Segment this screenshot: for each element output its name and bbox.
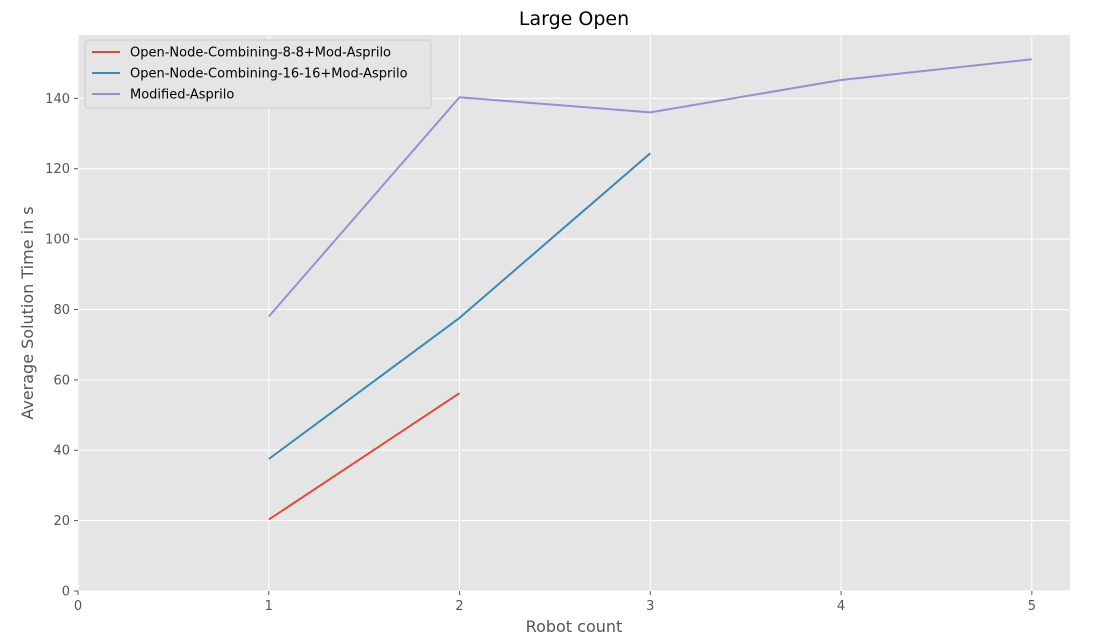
x-tick-label: 3 (646, 599, 654, 614)
legend-label: Modified-Asprilo (130, 88, 234, 103)
y-tick-label: 80 (53, 303, 70, 318)
x-tick-label: 5 (1028, 599, 1036, 614)
y-tick-label: 60 (53, 373, 70, 388)
legend-label: Open-Node-Combining-8-8+Mod-Asprilo (130, 46, 391, 61)
chart-title: Large Open (519, 8, 629, 30)
x-tick-label: 1 (265, 599, 273, 614)
y-tick-label: 0 (62, 585, 70, 600)
y-tick-label: 100 (45, 233, 70, 248)
series-line-2 (268, 152, 651, 460)
x-tick-label: 2 (455, 599, 463, 614)
legend: Open-Node-Combining-8-8+Mod-Asprilo Open-… (84, 39, 432, 109)
series-line-1 (268, 392, 461, 521)
series-line-3 (268, 58, 1032, 318)
y-tick-label: 140 (45, 92, 70, 107)
y-tick-label: 120 (45, 162, 70, 177)
plot-area (78, 35, 1070, 591)
grid (77, 35, 1070, 592)
ticks: 0 1 2 3 4 5 0 20 40 60 80 100 120 140 (45, 92, 1036, 614)
y-tick-label: 20 (53, 514, 70, 529)
y-tick-label: 40 (53, 444, 70, 459)
x-axis-label: Robot count (526, 617, 623, 636)
legend-label: Open-Node-Combining-16-16+Mod-Asprilo (130, 67, 408, 82)
y-axis-label: Average Solution Time in s (18, 206, 37, 419)
x-tick-label: 4 (837, 599, 845, 614)
series-layer (268, 58, 1032, 521)
x-tick-label: 0 (74, 599, 82, 614)
legend-box (84, 39, 432, 109)
